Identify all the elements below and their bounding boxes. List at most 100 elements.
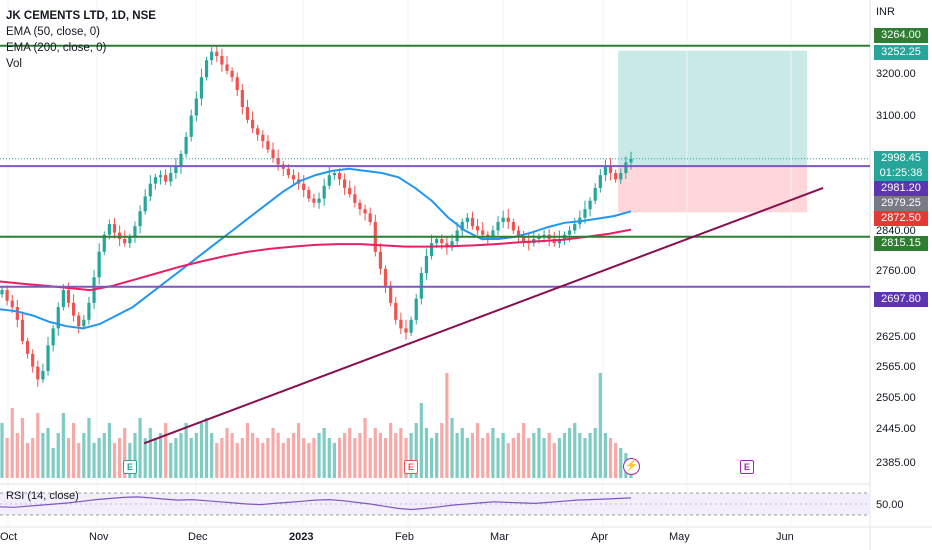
candle-body <box>230 70 234 78</box>
volume-bar <box>61 413 65 478</box>
volume-bar <box>409 433 413 478</box>
dividend-bolt-icon[interactable]: ⚡ <box>623 458 640 475</box>
rsi-legend[interactable]: RSI (14, close) <box>6 490 79 502</box>
volume-bar <box>250 433 255 478</box>
candle-body <box>465 217 469 222</box>
candle-body <box>215 51 219 56</box>
volume-bar <box>562 433 567 478</box>
volume-bar <box>608 438 613 478</box>
volume-bar <box>199 423 204 478</box>
time-tick: Oct <box>0 531 18 543</box>
volume-bar <box>184 423 188 478</box>
volume-bar <box>373 428 377 478</box>
candle-body <box>250 119 255 129</box>
candle-body <box>261 134 265 142</box>
candle-body <box>327 175 331 186</box>
candle-body <box>583 209 587 218</box>
ema50-legend[interactable]: EMA (50, close, 0) <box>6 26 100 38</box>
volume-bar <box>5 438 9 478</box>
volume-bar <box>158 433 163 478</box>
earnings-icon[interactable]: E <box>123 460 137 474</box>
volume-bar <box>20 418 25 478</box>
rsi-line <box>0 496 632 511</box>
candle-body <box>31 353 35 367</box>
earnings-icon[interactable]: E <box>740 460 754 474</box>
candle-body <box>383 268 388 286</box>
volume-bar <box>455 433 459 478</box>
candle-body <box>199 77 204 99</box>
candle-body <box>522 236 526 242</box>
volume-legend[interactable]: Vol <box>6 58 22 70</box>
rsi-tick: 50.00 <box>876 499 904 511</box>
volume-bar <box>424 428 429 478</box>
volume-bar <box>71 423 76 478</box>
candle-body <box>10 300 14 308</box>
volume-bar <box>394 433 398 478</box>
level-tag-3264: 3264.00 <box>874 28 928 43</box>
candle-body <box>189 115 193 137</box>
volume-bar <box>332 443 336 478</box>
volume-bar <box>25 443 30 478</box>
candle-body <box>97 251 101 278</box>
candle-body <box>568 230 572 235</box>
volume-bar <box>470 433 475 478</box>
candle-body <box>46 345 50 371</box>
symbol-title[interactable]: JK CEMENTS LTD, 1D, NSE <box>6 10 156 22</box>
candle-body <box>235 77 239 91</box>
ema200-legend[interactable]: EMA (200, close, 0) <box>6 42 107 54</box>
earnings-icon[interactable]: E <box>404 460 418 474</box>
volume-bar <box>189 438 193 478</box>
candle-body <box>588 200 592 210</box>
volume-bar <box>445 373 449 478</box>
candle-body <box>286 168 290 176</box>
candle-body <box>41 370 45 380</box>
candle-body <box>608 166 613 174</box>
candle-body <box>511 221 515 231</box>
volume-bar <box>358 433 362 478</box>
candle-body <box>404 328 408 333</box>
candle-body <box>455 230 459 242</box>
candle-body <box>450 241 454 248</box>
volume-bar <box>573 423 577 478</box>
candle-body <box>435 238 439 244</box>
volume-bar <box>496 438 500 478</box>
volume-bar <box>511 438 515 478</box>
candle-body <box>194 98 198 116</box>
candle-body <box>394 302 398 320</box>
candle-body <box>56 307 60 329</box>
volume-bar <box>522 423 526 478</box>
volume-bar <box>102 433 106 478</box>
candle-body <box>302 183 306 191</box>
candle-body <box>20 319 25 342</box>
volume-bar <box>588 433 592 478</box>
candle-body <box>179 153 183 167</box>
volume-bar <box>271 428 275 478</box>
volume-bar <box>343 433 347 478</box>
volume-bar <box>164 423 168 478</box>
time-tick: Jun <box>776 531 794 543</box>
volume-bar <box>225 428 229 478</box>
countdown-tag: 01:25:38 <box>874 166 928 181</box>
candle-body <box>429 243 434 257</box>
price-tick: 2445.00 <box>876 423 916 435</box>
volume-bar <box>153 438 158 478</box>
candle-body <box>337 173 342 180</box>
volume-bar <box>348 428 352 478</box>
volume-bar <box>312 438 316 478</box>
last-price-tag: 2998.45 <box>874 151 928 166</box>
volume-bar <box>138 418 142 478</box>
candle-body <box>619 173 623 180</box>
volume-bar <box>31 438 35 478</box>
volume-bar <box>527 438 531 478</box>
volume-bar <box>614 443 618 478</box>
candle-body <box>128 236 132 244</box>
candle-body <box>573 224 577 231</box>
price-tick: 2385.00 <box>876 457 916 469</box>
candle-body <box>557 238 562 244</box>
volume-bar <box>475 423 480 478</box>
candle-body <box>603 166 608 176</box>
candle-body <box>317 198 321 203</box>
volume-bar <box>317 433 321 478</box>
volume-bar <box>235 443 239 478</box>
